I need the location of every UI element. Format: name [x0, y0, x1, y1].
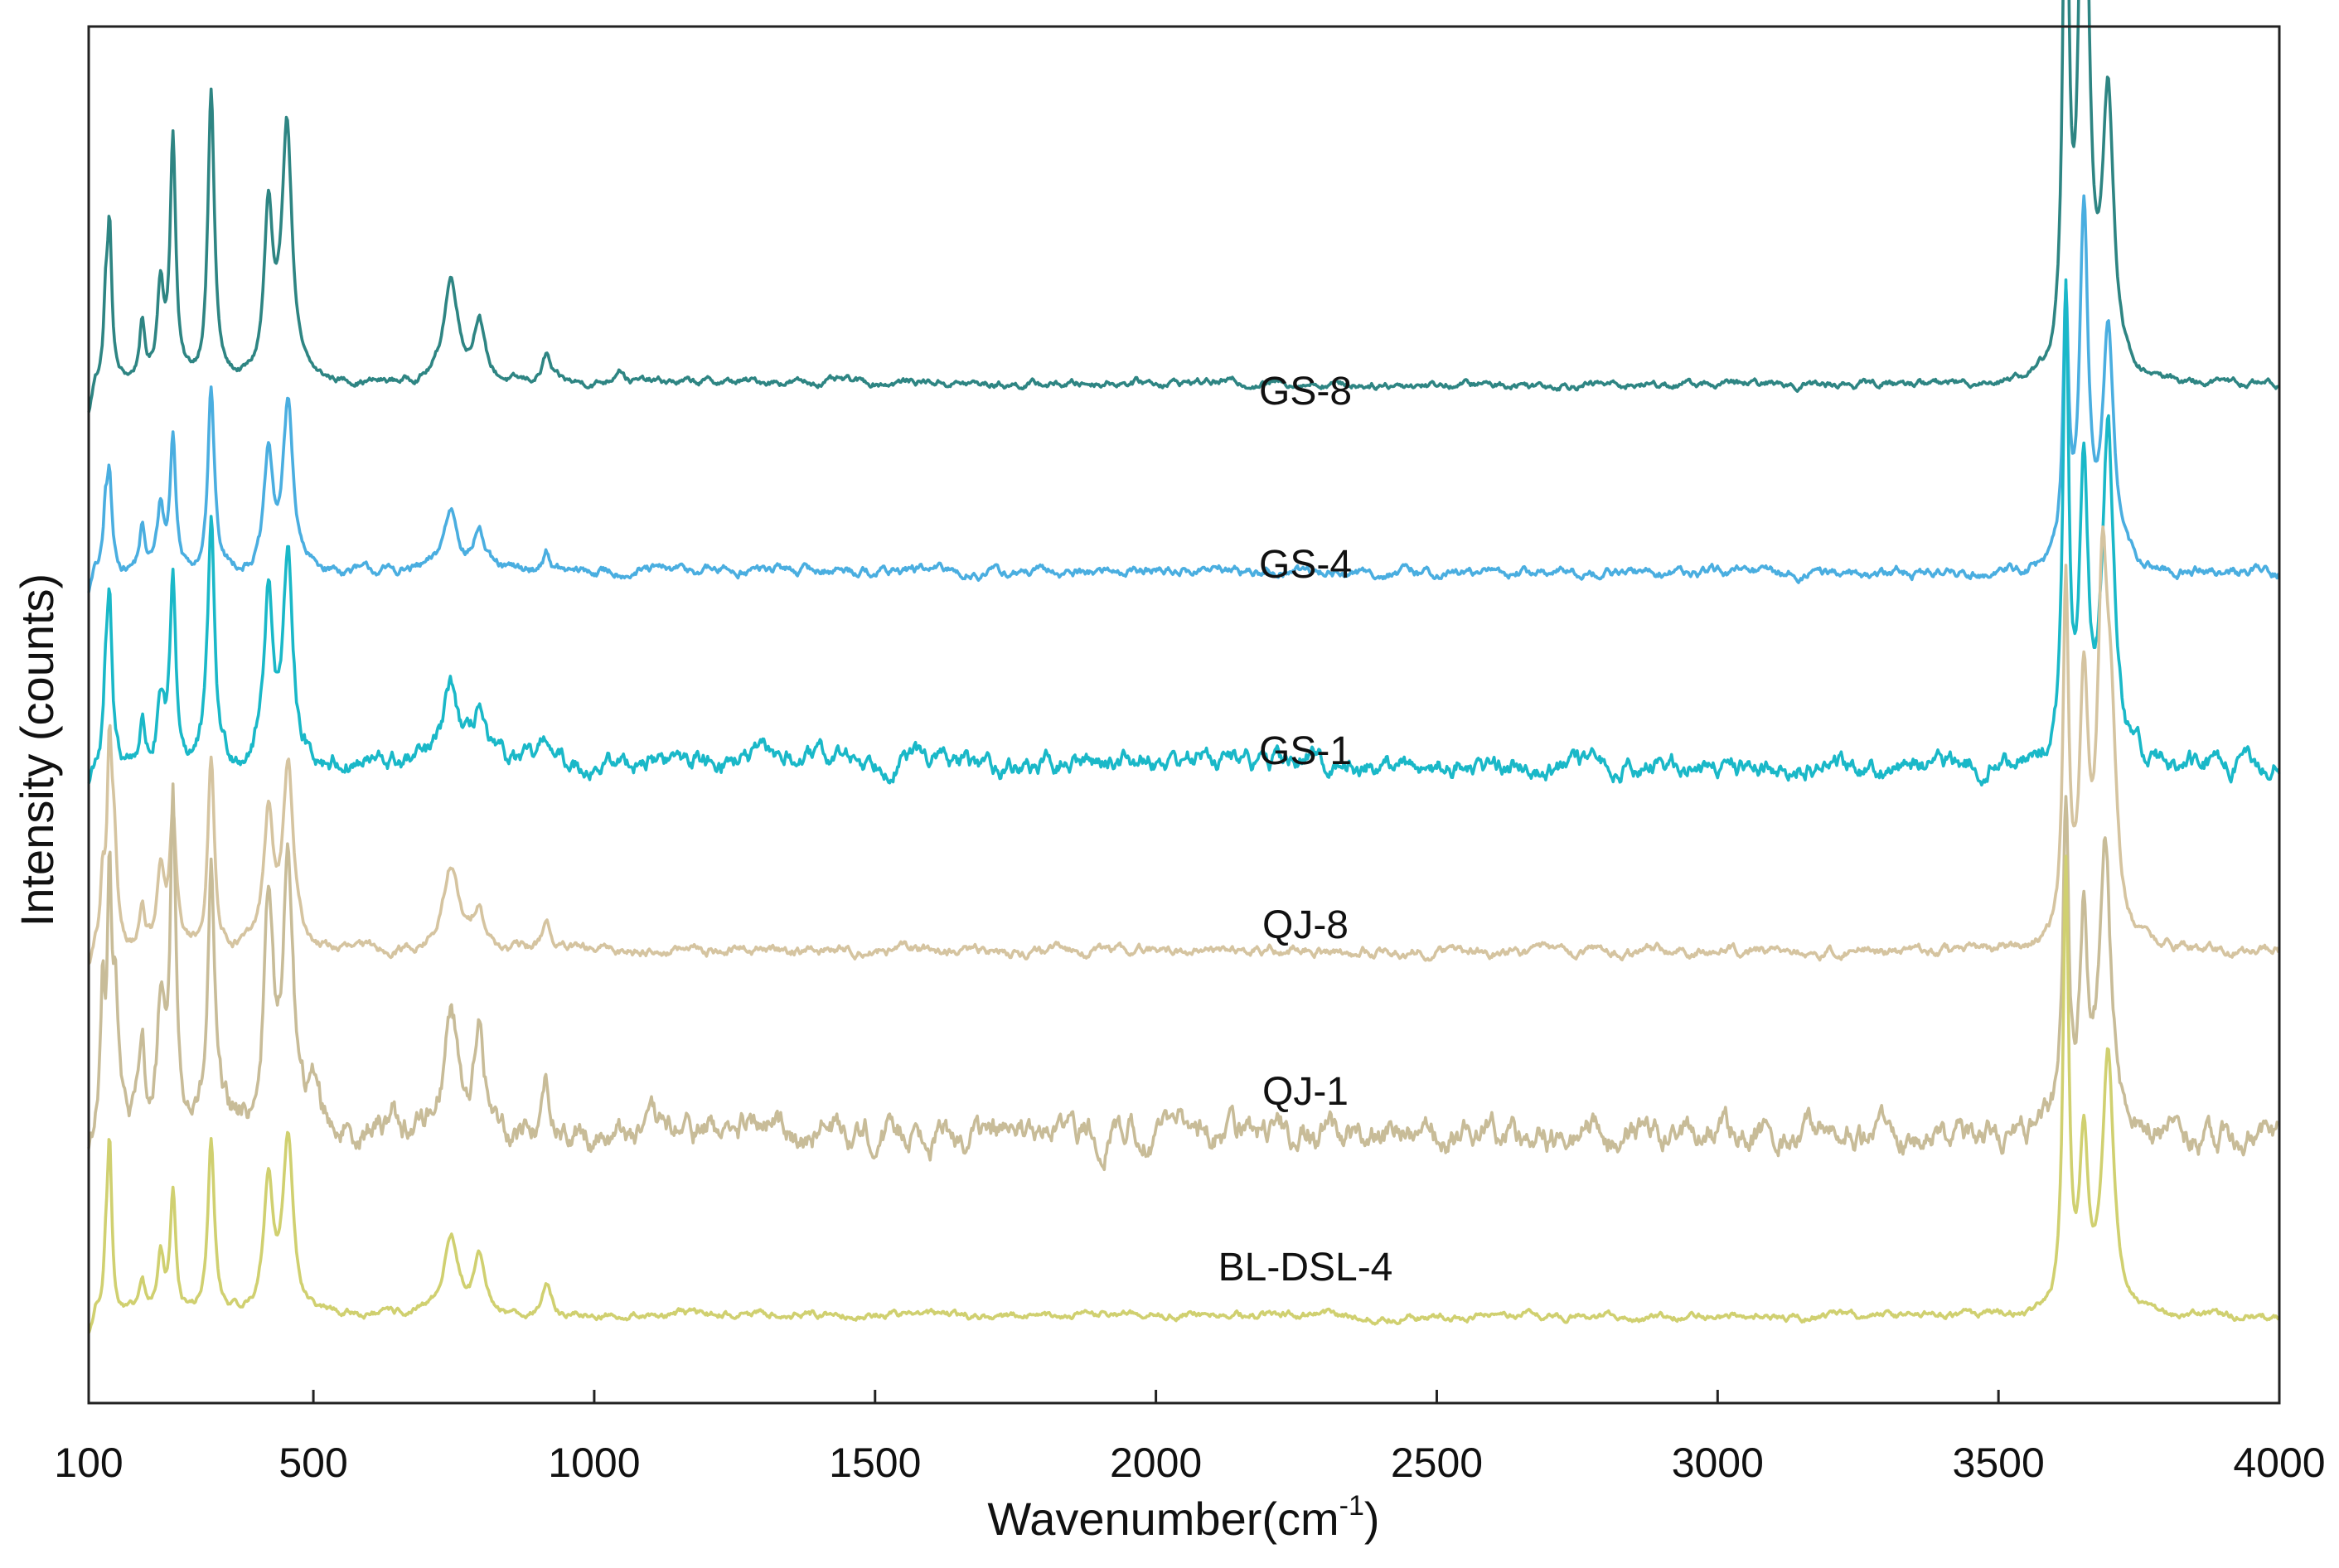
series-label-gs-8: GS-8: [1259, 370, 1352, 414]
series-label-bl-dsl-4: BL-DSL-4: [1218, 1246, 1393, 1290]
x-axis-ticks: [87, 1390, 2281, 1403]
x-tick-label: 500: [278, 1440, 347, 1486]
x-tick-label: 100: [54, 1440, 123, 1486]
series-group: [87, 0, 2281, 1334]
series-label-gs-4: GS-4: [1259, 543, 1352, 587]
x-tick-label: 1500: [829, 1440, 921, 1486]
x-axis-tick-labels: 100 500 1000 1500 2000 2500 3000 3500 4000: [54, 1440, 2325, 1486]
x-tick-label: 1000: [548, 1440, 640, 1486]
series-label-gs-1: GS-1: [1259, 729, 1352, 773]
series-label-qj-8: QJ-8: [1262, 903, 1349, 947]
series-labels: GS-8 GS-4 GS-1 QJ-8 QJ-1 BL-DSL-4: [1218, 370, 1393, 1290]
x-axis-title: Wavenumber(cm-1): [987, 1490, 1379, 1545]
series-line-qj-1: [87, 782, 2281, 1172]
y-axis-title: Intensity (counts): [11, 573, 63, 927]
series-line-qj-8: [87, 525, 2281, 965]
x-tick-label: 4000: [2233, 1440, 2325, 1486]
x-tick-label: 3500: [1953, 1440, 2045, 1486]
plot-frame: [87, 25, 2281, 1405]
series-line-gs-4: [87, 194, 2280, 593]
x-tick-label: 2500: [1391, 1440, 1483, 1486]
series-line-gs-1: [87, 278, 2281, 786]
series-line-gs-8: [87, 0, 2281, 414]
x-tick-label: 2000: [1110, 1440, 1202, 1486]
x-tick-label: 3000: [1672, 1440, 1764, 1486]
series-label-qj-1: QJ-1: [1262, 1070, 1349, 1114]
series-line-bl-dsl-4: [87, 854, 2280, 1334]
